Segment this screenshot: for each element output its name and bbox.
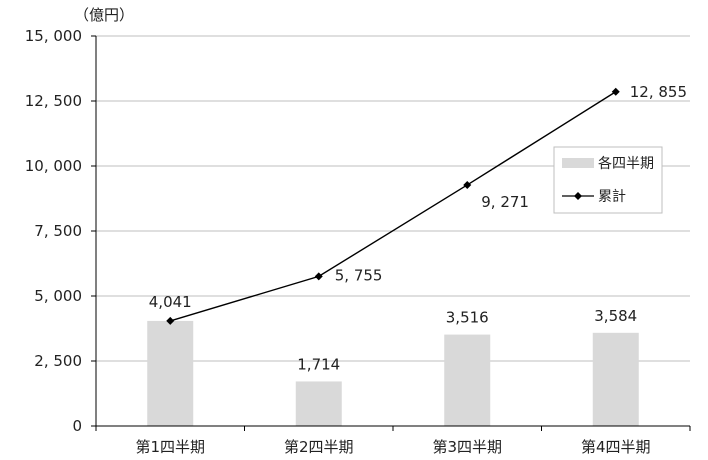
x-tick-labels: 第1四半期 第2四半期 第3四半期 第4四半期	[95, 426, 691, 456]
data-labels: 4,041 1,714 3,516 3,584 5, 755 9, 271 12, 855	[149, 83, 687, 374]
line-point	[314, 272, 323, 281]
x-tick-label: 第1四半期	[135, 438, 205, 456]
bar-data-label: 3,516	[446, 309, 489, 327]
bar	[147, 320, 194, 426]
y-unit-label: （億円）	[74, 6, 134, 24]
y-tick-label: 0	[72, 417, 82, 435]
bar-data-label: 4,041	[149, 293, 192, 311]
legend-bar-label: 各四半期	[598, 156, 654, 172]
line-data-label: 12, 855	[630, 83, 687, 101]
bar-data-label: 3,584	[594, 307, 637, 325]
bar	[592, 332, 639, 426]
x-tick-label: 第2四半期	[284, 438, 354, 456]
legend: 各四半期 累計	[553, 146, 663, 214]
bar	[295, 381, 342, 426]
legend-line-label: 累計	[598, 189, 626, 205]
cumulative-line	[170, 91, 617, 322]
y-tick-label: 10, 000	[25, 157, 82, 175]
line-point	[166, 316, 175, 325]
y-tick-label: 12, 500	[25, 92, 82, 110]
line-data-label: 9, 271	[481, 193, 529, 211]
y-tick-label: 15, 000	[25, 27, 82, 45]
x-tick-label: 第4四半期	[581, 438, 651, 456]
y-tick-labels: 0 2, 500 5, 000 7, 500 10, 000 12, 500 15, 000	[25, 27, 82, 435]
y-tick-label: 7, 500	[34, 222, 82, 240]
line-point	[611, 87, 620, 96]
bar	[444, 334, 491, 426]
bar-series	[147, 320, 639, 426]
bar-data-label: 1,714	[297, 355, 340, 373]
x-tick-label: 第3四半期	[432, 438, 502, 456]
line-data-label: 5, 755	[335, 266, 383, 284]
legend-line-marker	[574, 192, 582, 200]
line-point	[463, 180, 472, 189]
legend-bar-swatch	[562, 158, 594, 168]
y-tick-label: 5, 000	[34, 287, 82, 305]
y-tick-label: 2, 500	[34, 352, 82, 370]
line-series	[166, 87, 620, 325]
